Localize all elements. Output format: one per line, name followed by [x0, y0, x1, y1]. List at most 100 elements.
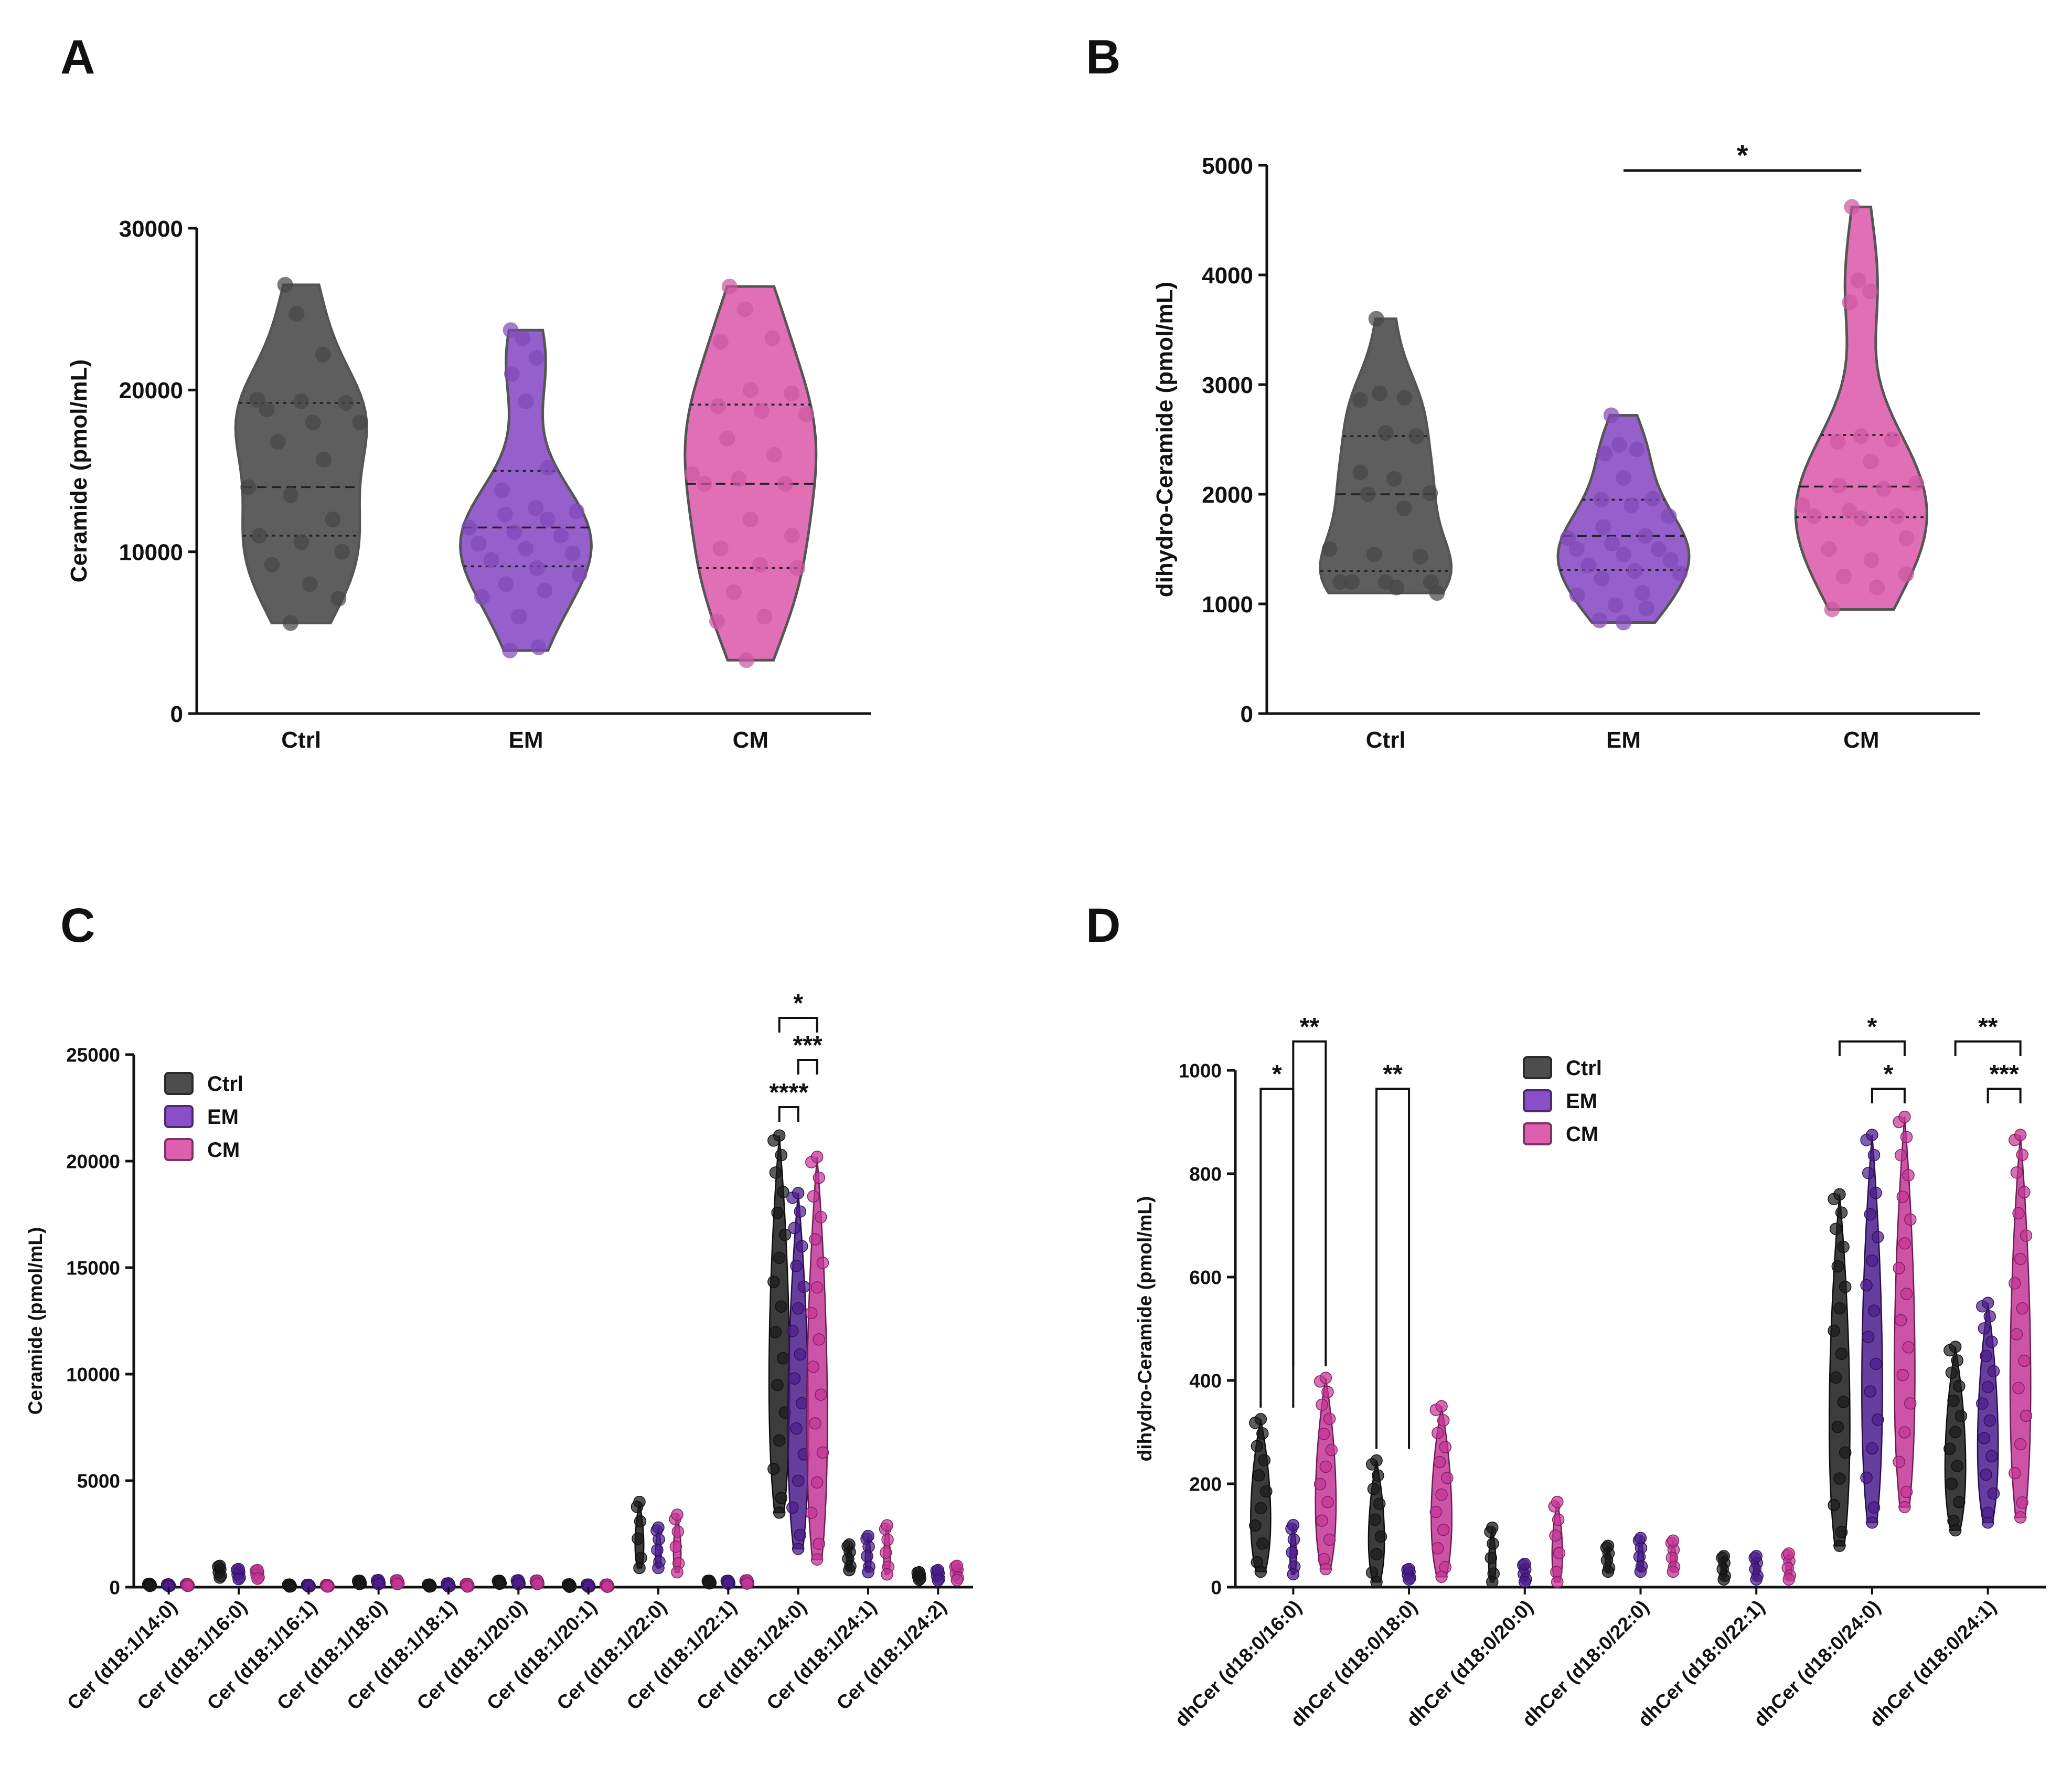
- data-point: [2016, 1302, 2028, 1315]
- data-point: [1316, 1398, 1328, 1411]
- data-point: [813, 1171, 826, 1184]
- violin-cm: [1781, 1547, 1796, 1586]
- data-point: [1569, 587, 1585, 603]
- data-point: [1837, 1396, 1850, 1408]
- data-point: [932, 1574, 945, 1587]
- data-point: [338, 395, 354, 411]
- data-point: [1862, 1331, 1875, 1343]
- data-point: [1486, 1576, 1499, 1588]
- data-point: [1894, 1149, 1907, 1162]
- data-point: [352, 414, 368, 430]
- data-point: [1667, 1565, 1680, 1578]
- data-point: [1568, 541, 1585, 557]
- data-point: [1835, 1347, 1848, 1360]
- violin-ctrl: [142, 1578, 157, 1592]
- legend: Ctrl EM CM: [164, 1072, 243, 1162]
- legend-swatch: [164, 1072, 194, 1095]
- data-point: [325, 512, 341, 527]
- violin-em: [1556, 407, 1691, 631]
- violin-ctrl: [1365, 1454, 1387, 1588]
- violin-ctrl: [911, 1566, 927, 1586]
- data-point: [1360, 486, 1376, 502]
- data-point: [1441, 1472, 1454, 1484]
- data-point: [652, 1521, 665, 1534]
- legend-swatch: [164, 1105, 194, 1128]
- data-point: [769, 1166, 782, 1179]
- y-tick-label: 600: [1189, 1267, 1222, 1288]
- data-point: [815, 1388, 827, 1401]
- data-point: [1437, 1414, 1450, 1427]
- data-point: [1985, 1450, 1998, 1463]
- data-point: [726, 584, 742, 600]
- data-point: [1332, 574, 1349, 590]
- data-point: [1323, 1412, 1336, 1425]
- data-point: [790, 1260, 803, 1272]
- violin-ctrl: [1716, 1550, 1731, 1586]
- violin-ctrl: [1600, 1539, 1616, 1578]
- data-point: [1980, 1468, 1992, 1481]
- data-point: [721, 279, 738, 294]
- data-point: [1896, 1369, 1909, 1381]
- data-point: [771, 1206, 784, 1219]
- data-point: [813, 1333, 826, 1346]
- data-point: [1260, 1485, 1273, 1498]
- data-point: [1953, 1380, 1966, 1392]
- data-point: [775, 1492, 788, 1504]
- significance-label: *: [1884, 1060, 1894, 1088]
- bracket-line: [1292, 1040, 1327, 1367]
- y-tick-label: 2000: [1202, 482, 1253, 508]
- data-point: [315, 346, 331, 363]
- data-point: [1862, 283, 1878, 300]
- violin-ctrl: [1319, 311, 1453, 601]
- data-point: [881, 1568, 893, 1581]
- data-point: [807, 1190, 820, 1203]
- violin-cm: [1794, 199, 1928, 618]
- data-point: [497, 506, 513, 523]
- legend-item-cm: CM: [164, 1138, 240, 1162]
- data-point: [1987, 1487, 2000, 1500]
- y-tick-label: 3000: [1202, 373, 1253, 398]
- data-point: [315, 451, 332, 467]
- violin-ctrl: [422, 1578, 437, 1593]
- violin-ctrl: [234, 277, 368, 631]
- data-point: [1876, 481, 1892, 497]
- panel-letter: D: [1086, 899, 1120, 952]
- data-point: [773, 1506, 786, 1519]
- data-point: [1898, 1501, 1911, 1514]
- data-point: [1580, 557, 1597, 573]
- data-point: [1844, 199, 1860, 215]
- data-point: [1947, 1394, 1960, 1407]
- legend-label: Ctrl: [1566, 1057, 1602, 1080]
- data-point: [1896, 1190, 1909, 1203]
- y-tick-label: 15000: [66, 1257, 120, 1279]
- data-point: [249, 391, 265, 408]
- data-point: [1435, 1400, 1448, 1412]
- data-point: [232, 1572, 245, 1586]
- data-point: [671, 1525, 685, 1538]
- data-point: [1638, 600, 1654, 616]
- data-point: [778, 1228, 792, 1241]
- data-point: [1985, 1335, 1998, 1348]
- significance-bracket: **: [1292, 1013, 1327, 1367]
- data-point: [461, 1580, 474, 1593]
- data-point: [1601, 1565, 1615, 1578]
- data-point: [2014, 1252, 2027, 1266]
- data-point: [1552, 1513, 1565, 1526]
- panel-a: A 0 10000 20000 30000 Ceramide (pmol/mL) Ctrl E…: [60, 30, 871, 753]
- data-point: [809, 1233, 821, 1246]
- data-point: [767, 1462, 780, 1475]
- data-point: [1717, 1550, 1730, 1562]
- x-tick-label: Ctrl: [1366, 727, 1406, 753]
- data-point: [950, 1559, 964, 1572]
- data-point: [1370, 1548, 1383, 1560]
- y-tick-label: 20000: [66, 1151, 120, 1172]
- data-point: [792, 1543, 805, 1555]
- data-point: [1867, 1501, 1881, 1514]
- data-point: [1343, 574, 1360, 590]
- data-point: [564, 545, 581, 561]
- data-point: [1321, 1386, 1334, 1398]
- data-point: [270, 434, 286, 450]
- data-point: [529, 560, 545, 576]
- bracket-line: [1871, 1088, 1906, 1103]
- data-point: [1943, 1442, 1956, 1455]
